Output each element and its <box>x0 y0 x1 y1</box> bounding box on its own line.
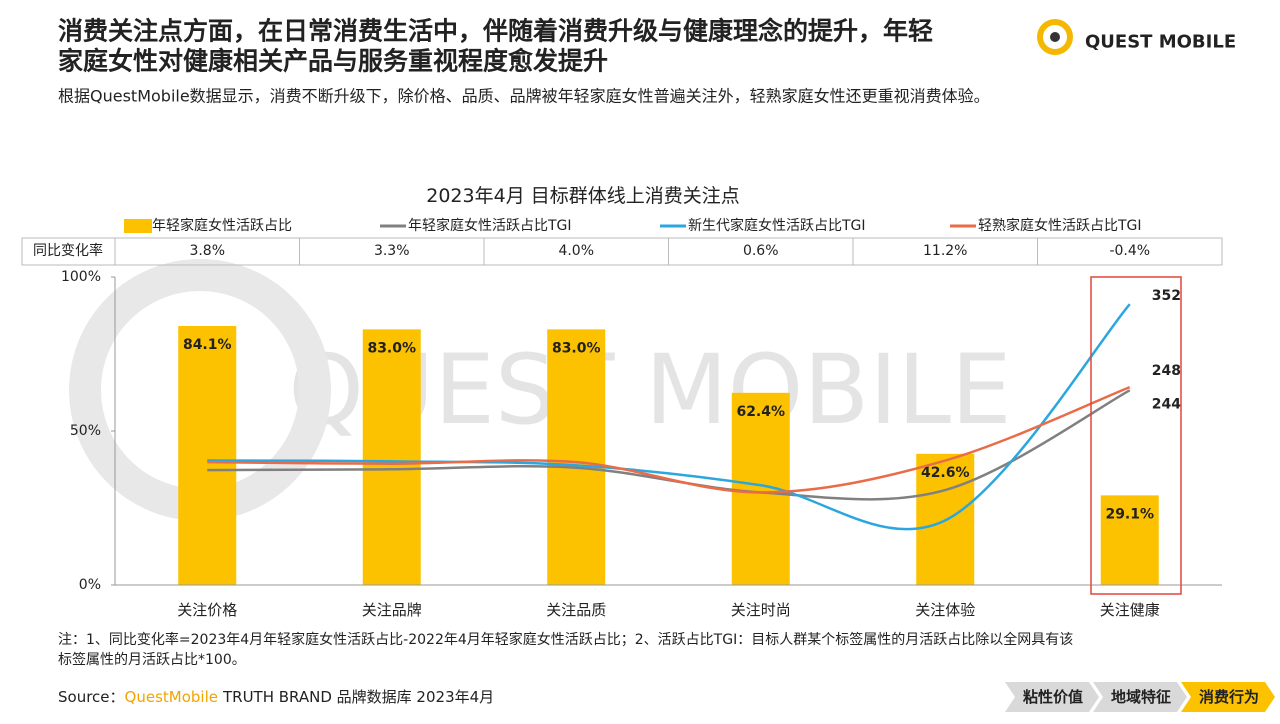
legend: 年轻家庭女性活跃占比 年轻家庭女性活跃占比TGI 新生代家庭女性活跃占比TGI 轻熟家… <box>124 217 1142 234</box>
bar-value-label: 29.1% <box>1105 506 1154 522</box>
source-brand: QuestMobile <box>125 688 218 706</box>
nav-label[interactable]: 地域特征 <box>1111 688 1171 706</box>
bar-value-label: 84.1% <box>183 337 232 353</box>
line-value-label: 248 <box>1152 363 1181 379</box>
logo-icon <box>1037 19 1073 55</box>
yoy-value: 3.3% <box>374 243 410 259</box>
yoy-value: 0.6% <box>743 243 779 259</box>
nav-label[interactable]: 消费行为 <box>1199 688 1259 706</box>
nav-tab[interactable] <box>1181 682 1275 712</box>
bar <box>547 329 606 585</box>
line-series <box>207 385 1131 494</box>
plot: 0% 50% 100% 关注价格 关注品牌 关注品质 关注时尚 关注体验 关注健康 84.1% 83… <box>61 269 1222 619</box>
logo: QUEST MOBILE <box>1037 19 1236 55</box>
x-tick-label: 关注健康 <box>1100 601 1160 619</box>
yoy-value: -0.4% <box>1109 243 1150 259</box>
bar <box>178 325 237 585</box>
table-header-cell <box>21 237 116 266</box>
subtitle: 根据QuestMobile数据显示，消费不断升级下，除价格、品质、品牌被年轻家庭… <box>58 87 990 106</box>
bar-value-label: 42.6% <box>921 465 970 481</box>
x-tick-label: 关注品牌 <box>362 601 422 619</box>
bar-value-label: 62.4% <box>736 404 785 420</box>
logo-text: QUEST MOBILE <box>1085 32 1236 53</box>
legend-label: 年轻家庭女性活跃占比 <box>152 217 292 234</box>
yoy-value: 3.8% <box>189 243 225 259</box>
nav-tab[interactable] <box>1005 682 1099 712</box>
table-header: 同比变化率 <box>33 242 103 259</box>
x-tick-label: 关注品质 <box>546 601 606 619</box>
legend-swatch <box>124 219 152 233</box>
y-tick-label: 50% <box>70 423 101 439</box>
line-value-label: 244 <box>1152 396 1181 412</box>
chart-title: 2023年4月 目标群体线上消费关注点 <box>426 185 739 207</box>
logo-dot <box>1050 32 1060 42</box>
x-tick-label: 关注体验 <box>915 601 975 619</box>
source: Source：QuestMobile TRUTH BRAND 品牌数据库 2023… <box>58 688 494 706</box>
bar <box>1100 495 1159 585</box>
x-tick-label: 关注时尚 <box>731 601 791 619</box>
note-line: 注：1、同比变化率=2023年4月年轻家庭女性活跃占比-2022年4月年轻家庭女… <box>58 631 1073 648</box>
highlight-box <box>1090 276 1182 595</box>
yoy-value: 4.0% <box>558 243 594 259</box>
title-line: 消费关注点方面，在日常消费生活中，伴随着消费升级与健康理念的提升，年轻 <box>58 17 933 46</box>
legend-label: 轻熟家庭女性活跃占比TGI <box>978 217 1142 234</box>
nav-label[interactable]: 粘性价值 <box>1023 688 1083 706</box>
yoy-table: 同比变化率 3.8% 3.3% 4.0% 0.6% 11.2% -0.4% <box>21 237 1223 266</box>
nav-tab[interactable] <box>1093 682 1187 712</box>
yoy-value: 11.2% <box>923 243 967 259</box>
line-value-label: 352 <box>1152 288 1181 304</box>
legend-label: 新生代家庭女性活跃占比TGI <box>688 217 866 234</box>
source-prefix: Source： <box>58 688 125 706</box>
y-tick-label: 100% <box>61 269 101 285</box>
nav: 粘性价值 地域特征 消费行为 <box>1005 682 1275 712</box>
line-series <box>207 303 1131 531</box>
y-tick-label: 0% <box>79 577 101 593</box>
note-line: 标签属性的月活跃占比*100。 <box>58 651 246 668</box>
bar-value-label: 83.0% <box>552 340 601 356</box>
source-text: TRUTH BRAND 品牌数据库 2023年4月 <box>222 688 494 706</box>
title-line: 家庭女性对健康相关产品与服务重视程度愈发提升 <box>58 47 608 76</box>
bar-value-label: 83.0% <box>367 340 416 356</box>
legend-label: 年轻家庭女性活跃占比TGI <box>408 217 572 234</box>
bar <box>362 329 421 585</box>
x-tick-label: 关注价格 <box>177 601 237 619</box>
